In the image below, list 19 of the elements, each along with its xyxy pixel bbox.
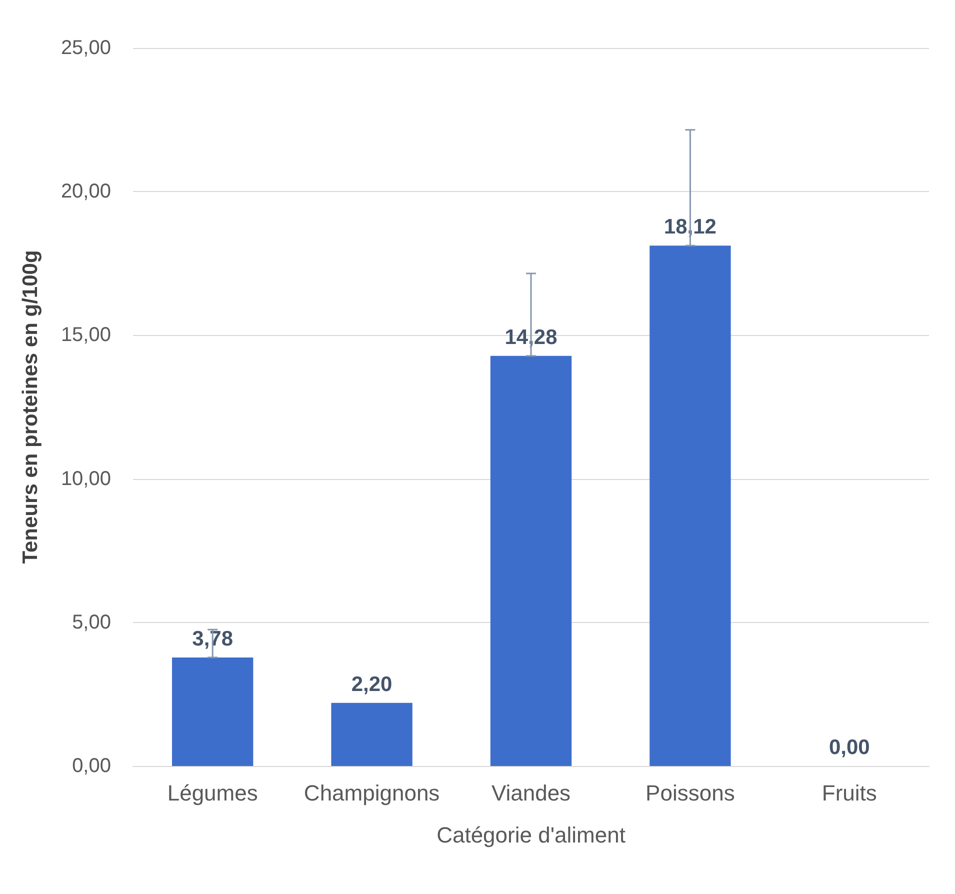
bar <box>650 246 731 766</box>
x-tick-label: Poissons <box>646 780 735 806</box>
y-tick-label: 5,00 <box>72 611 111 634</box>
y-tick-label: 0,00 <box>72 755 111 777</box>
x-tick-label: Champignons <box>304 780 440 806</box>
x-tick-label: Viandes <box>491 780 571 806</box>
y-tick-label: 25,00 <box>60 37 111 59</box>
y-tick-label: 15,00 <box>60 324 111 346</box>
bar <box>331 702 412 766</box>
x-tick-label: Légumes <box>167 780 258 806</box>
y-tick-label: 10,00 <box>60 468 111 490</box>
data-label: 0,00 <box>828 736 870 759</box>
x-tick-label: Fruits <box>822 780 877 806</box>
bar <box>172 657 254 766</box>
bar <box>490 356 572 766</box>
x-axis-title: Catégorie d'aliment <box>436 822 626 848</box>
data-label: 2,20 <box>351 672 392 696</box>
y-tick-label: 20,00 <box>60 180 111 203</box>
y-axis-title: Teneurs en proteines en g/100g <box>19 250 42 564</box>
